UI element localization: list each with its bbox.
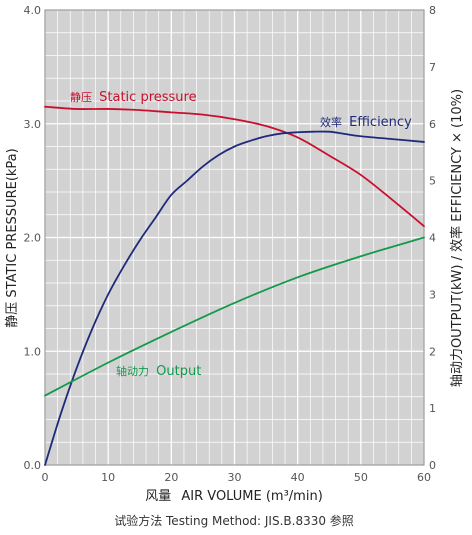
y-right-tick-label: 2: [429, 345, 436, 358]
series-label-static-pressure-zh: 静压: [70, 90, 92, 104]
x-tick-label: 40: [291, 471, 305, 484]
y-left-axis-title: 静压 STATIC PRESSURE(kPa): [5, 148, 20, 327]
y-right-tick-label: 0: [429, 459, 436, 472]
x-axis-title-zh: 风量: [145, 489, 171, 504]
y-left-tick-label: 1.0: [24, 345, 42, 358]
series-label-output-en: Output: [156, 364, 201, 379]
y-left-tick-label: 2.0: [24, 232, 42, 245]
y-left-tick-labels: 0.0 1.0 2.0 3.0 4.0: [24, 4, 42, 472]
y-right-tick-labels: 0 1 2 3 4 5 6 7 8: [429, 4, 436, 472]
output-line: [44, 236, 425, 397]
y-right-tick-label: 8: [429, 4, 436, 17]
x-tick-label: 20: [164, 471, 178, 484]
testing-method-note: 试验方法 Testing Method: JIS.B.8330 参照: [114, 513, 354, 528]
series-label-efficiency-en: Efficiency: [349, 115, 412, 130]
x-tick-labels: 0 10 20 30 40 50 60: [42, 471, 432, 484]
efficiency-line: [44, 130, 425, 466]
x-tick-label: 10: [101, 471, 115, 484]
y-right-tick-label: 6: [429, 118, 436, 131]
y-right-tick-label: 3: [429, 288, 436, 301]
y-right-tick-label: 5: [429, 175, 436, 188]
series-label-efficiency-zh: 效率: [320, 115, 342, 129]
x-tick-label: 50: [354, 471, 368, 484]
x-tick-label: 60: [417, 471, 431, 484]
y-left-tick-label: 3.0: [24, 118, 42, 131]
series-label-efficiency: 效率 Efficiency: [320, 115, 412, 130]
x-axis-title: 风量 AIR VOLUME (m³/min): [145, 489, 323, 504]
series-label-static-pressure-en: Static pressure: [99, 90, 196, 105]
x-tick-label: 30: [228, 471, 242, 484]
series-lines: [44, 105, 425, 466]
x-tick-label: 0: [42, 471, 49, 484]
series-label-static-pressure: 静压 Static pressure: [70, 90, 197, 105]
series-label-output: 轴动力 Output: [116, 364, 201, 379]
y-left-tick-label: 4.0: [24, 4, 42, 17]
x-axis-title-en: AIR VOLUME (m³/min): [181, 489, 322, 504]
series-label-output-zh: 轴动力: [116, 364, 149, 378]
y-right-tick-label: 4: [429, 232, 436, 245]
y-left-tick-label: 0.0: [24, 459, 42, 472]
y-right-tick-label: 1: [429, 402, 436, 415]
grid-lines: [44, 9, 425, 466]
static-pressure-line: [44, 105, 425, 228]
y-right-tick-label: 7: [429, 61, 436, 74]
y-right-axis-title: 轴动力OUTPUT(kW) / 效率 EFFICIENCY × (10%): [449, 89, 465, 387]
